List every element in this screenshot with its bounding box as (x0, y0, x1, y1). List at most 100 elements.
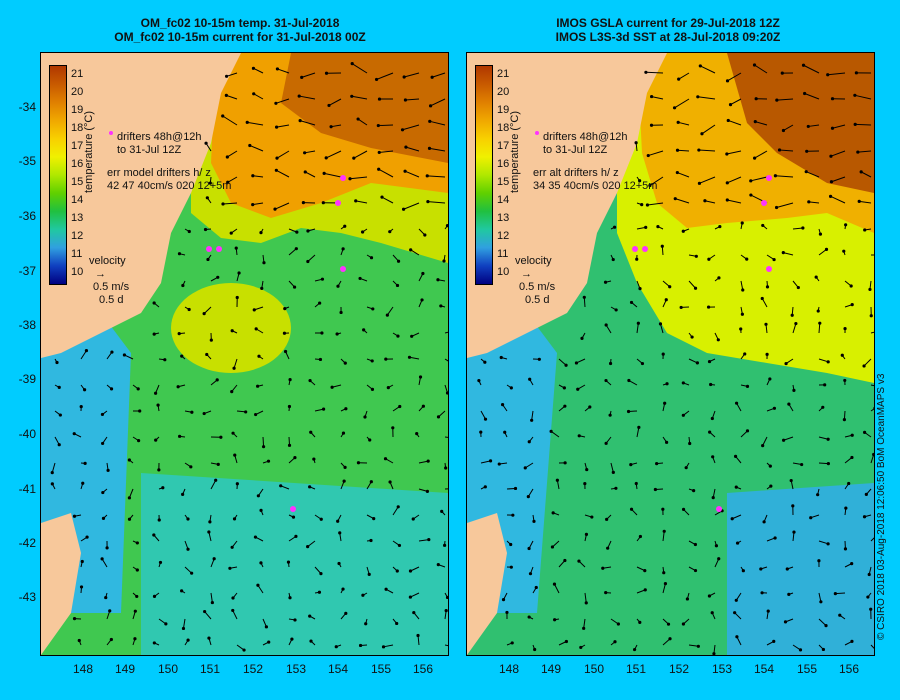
current-arrow-head (663, 401, 667, 405)
current-arrow-head (291, 515, 296, 519)
left-land-tasmania (41, 513, 81, 655)
current-arrow-head (816, 309, 820, 313)
current-arrow-head (339, 310, 343, 315)
current-arrow-head (604, 323, 608, 327)
current-arrow-head (232, 366, 236, 370)
current-arrow (379, 150, 394, 153)
current-arrow (854, 94, 872, 100)
current-arrow-head (868, 287, 872, 292)
current-arrow-head (730, 517, 734, 521)
current-arrow-head (372, 517, 376, 521)
current-arrow (645, 71, 664, 74)
current-arrow-head (108, 609, 112, 613)
current-arrow (755, 121, 768, 126)
current-arrow-head (745, 429, 750, 433)
current-arrow-head (527, 440, 531, 444)
current-arrow-head (675, 170, 679, 175)
current-arrow-head (665, 440, 669, 444)
lon-label: 154 (753, 662, 775, 676)
right-land-tasmania (467, 513, 507, 655)
current-arrow-head (707, 257, 711, 261)
current-arrow-head (127, 496, 132, 500)
current-arrow-head (635, 257, 639, 261)
current-arrow (726, 150, 742, 155)
current-arrow-head (327, 103, 331, 108)
current-arrow-head (230, 329, 234, 333)
left-drifter-dot (206, 246, 212, 252)
current-arrow-head (766, 609, 770, 613)
current-arrow-head (436, 563, 440, 567)
cb-tick: 17 (497, 140, 510, 152)
current-arrow-head (82, 388, 87, 392)
current-arrow-head (177, 332, 181, 336)
current-arrow-head (804, 170, 808, 174)
current-arrow-head (260, 286, 264, 291)
current-arrow-head (601, 566, 605, 570)
current-arrow (803, 64, 820, 74)
velocity-legend-title: velocity (515, 255, 552, 267)
current-arrow-head (817, 559, 821, 563)
current-arrow-head (497, 462, 501, 466)
current-arrow (252, 202, 264, 206)
current-arrow-head (321, 201, 325, 205)
current-arrow (305, 171, 316, 178)
current-arrow (818, 323, 821, 334)
current-arrow-head (501, 598, 506, 602)
current-arrow (392, 506, 399, 516)
current-arrow-head (740, 312, 744, 316)
current-arrow (779, 149, 794, 152)
current-arrow-head (672, 106, 677, 110)
current-arrow-head (707, 594, 712, 598)
current-arrow-head (350, 62, 354, 66)
current-arrow-head (259, 508, 263, 512)
current-arrow-head (186, 517, 190, 521)
current-arrow-head (857, 199, 861, 203)
current-arrow-head (843, 378, 847, 383)
current-arrow (699, 176, 716, 184)
current-arrow-head (109, 637, 113, 642)
current-arrow-head (161, 486, 165, 490)
current-arrow-head (696, 95, 700, 99)
current-arrow-head (819, 600, 823, 604)
current-arrow-head (829, 180, 834, 184)
current-arrow-head (187, 229, 191, 234)
current-arrow-head (796, 285, 800, 290)
current-arrow-head (665, 382, 669, 386)
current-arrow-head (477, 378, 481, 383)
current-arrow-head (768, 377, 772, 381)
current-arrow (727, 176, 742, 184)
current-arrow (830, 195, 846, 204)
current-arrow-head (551, 511, 555, 515)
current-arrow (351, 95, 368, 100)
current-arrow-head (109, 387, 114, 391)
left-map-panel: 21 20 19 18 17 16 15 14 13 12 11 10 temp… (40, 52, 449, 656)
current-arrow-head (136, 387, 140, 391)
current-arrow-head (233, 453, 237, 457)
current-arrow (429, 120, 446, 126)
current-arrow-head (869, 314, 873, 318)
current-arrow-head (105, 546, 109, 550)
current-arrow-head (364, 622, 368, 626)
current-arrow-head (329, 125, 333, 129)
current-arrow-head (697, 181, 702, 185)
current-arrow-head (261, 445, 266, 449)
current-arrow-head (653, 487, 657, 492)
current-arrow-head (202, 312, 206, 316)
current-arrow-head (801, 63, 806, 67)
current-arrow-head (527, 546, 531, 551)
current-arrow (405, 146, 420, 152)
current-arrow (750, 176, 768, 182)
current-arrow-head (826, 73, 830, 77)
current-arrow-head (765, 285, 770, 289)
cb-tick: 14 (71, 194, 84, 206)
current-arrow-head (790, 313, 794, 317)
current-arrow (227, 150, 238, 158)
current-arrow (275, 98, 290, 104)
current-arrow-head (288, 377, 292, 382)
current-arrow-head (251, 66, 256, 70)
current-arrow-head (385, 313, 389, 317)
current-arrow-head (205, 352, 209, 357)
current-arrow-head (383, 457, 388, 461)
lat-label: -37 (18, 264, 36, 278)
current-arrow-head (187, 307, 191, 312)
